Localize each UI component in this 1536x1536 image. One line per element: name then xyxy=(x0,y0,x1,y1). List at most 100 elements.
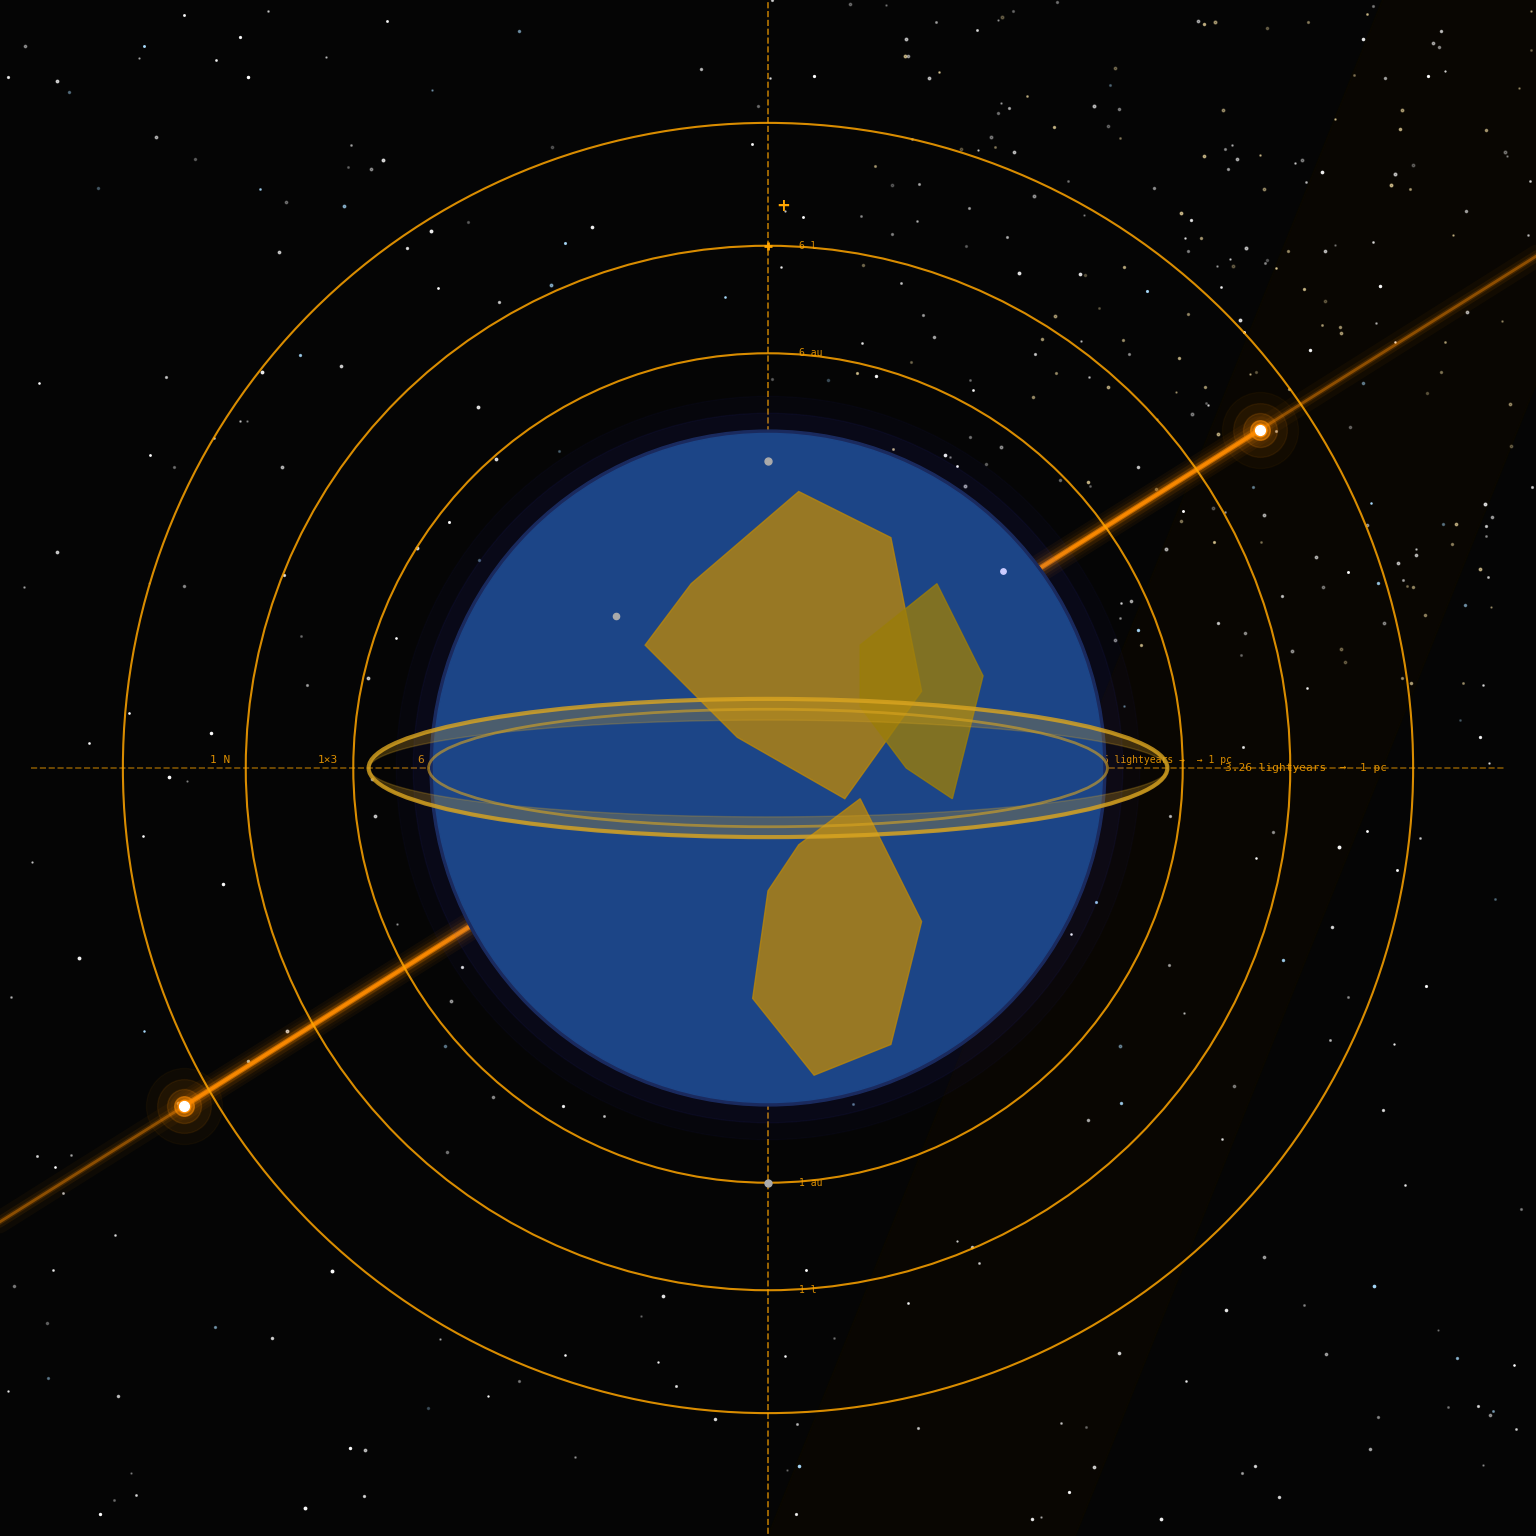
Point xyxy=(1218,247,1243,272)
Point xyxy=(1069,329,1094,353)
Point xyxy=(585,928,610,952)
Point xyxy=(1495,143,1519,167)
Point xyxy=(1029,1505,1054,1530)
Point xyxy=(925,9,949,34)
Point xyxy=(645,1349,670,1373)
Point xyxy=(1229,644,1253,668)
Point xyxy=(536,685,561,710)
Point xyxy=(794,1258,819,1283)
Point xyxy=(1481,504,1505,528)
Point xyxy=(1107,97,1132,121)
Polygon shape xyxy=(860,584,983,799)
Point xyxy=(1361,0,1385,18)
Point xyxy=(1385,551,1410,576)
Point xyxy=(1058,922,1083,946)
Point xyxy=(919,472,943,496)
Point xyxy=(960,1235,985,1260)
Point xyxy=(1213,499,1238,524)
Point xyxy=(1107,126,1132,151)
Point xyxy=(958,527,983,551)
Point xyxy=(1192,143,1217,167)
Point xyxy=(1504,1418,1528,1442)
Point xyxy=(1478,1404,1502,1428)
Point xyxy=(356,667,381,691)
Point xyxy=(1001,0,1026,23)
Point xyxy=(849,203,874,227)
Point xyxy=(1473,492,1498,516)
Point xyxy=(106,1384,131,1409)
Point xyxy=(582,673,607,697)
Point xyxy=(1362,1273,1387,1298)
Point xyxy=(591,1104,616,1129)
Point xyxy=(1413,604,1438,628)
Point xyxy=(1359,490,1384,515)
Point xyxy=(651,1284,676,1309)
Point xyxy=(1318,1028,1342,1052)
Point xyxy=(204,48,229,72)
Point xyxy=(1473,513,1498,538)
Point xyxy=(1244,359,1269,384)
Point xyxy=(1322,232,1347,257)
Point xyxy=(777,584,802,608)
Point xyxy=(57,80,81,104)
Point xyxy=(237,1048,261,1072)
Point xyxy=(0,1379,22,1404)
Point xyxy=(857,481,882,505)
Point xyxy=(1011,636,1035,660)
Point xyxy=(1233,237,1258,261)
Point xyxy=(739,132,763,157)
Point xyxy=(713,284,737,309)
Point xyxy=(989,91,1014,115)
Point xyxy=(928,680,952,705)
Point xyxy=(1074,1415,1098,1439)
Point xyxy=(172,1094,197,1118)
Point xyxy=(275,189,300,214)
Point xyxy=(1293,169,1318,194)
Point xyxy=(1498,433,1522,458)
Point xyxy=(1399,671,1424,696)
Point xyxy=(487,946,511,971)
Point xyxy=(1230,734,1255,759)
Point xyxy=(137,571,161,596)
Point xyxy=(524,982,548,1006)
Point xyxy=(849,332,874,356)
Point xyxy=(892,630,917,654)
Point xyxy=(1232,319,1256,344)
Point xyxy=(1255,15,1279,40)
Point xyxy=(604,604,628,628)
Point xyxy=(1390,98,1415,123)
Point xyxy=(579,215,604,240)
Point xyxy=(556,492,581,516)
Point xyxy=(1319,914,1344,938)
Point xyxy=(429,1327,453,1352)
Point xyxy=(617,926,642,951)
Point xyxy=(1001,140,1026,164)
Point xyxy=(811,628,836,653)
Point xyxy=(991,558,1015,582)
Point xyxy=(487,290,511,315)
Point xyxy=(1144,476,1169,501)
Point xyxy=(1213,1298,1238,1322)
Point xyxy=(43,1155,68,1180)
Point xyxy=(1313,238,1338,263)
Point xyxy=(748,797,773,822)
Point xyxy=(879,221,903,246)
Point xyxy=(1157,952,1181,977)
Point xyxy=(436,510,461,535)
Point xyxy=(1372,611,1396,636)
Point xyxy=(295,673,319,697)
Point xyxy=(287,343,312,367)
Point xyxy=(644,679,668,703)
Point xyxy=(1445,1346,1470,1370)
Point xyxy=(1427,35,1452,60)
Point xyxy=(958,425,983,450)
Point xyxy=(1401,152,1425,177)
Point xyxy=(45,69,69,94)
Point xyxy=(1247,418,1272,442)
Point xyxy=(1083,889,1107,914)
Point xyxy=(1249,530,1273,554)
Point xyxy=(1266,1485,1290,1510)
Point xyxy=(905,209,929,233)
Point xyxy=(553,230,578,255)
Point xyxy=(1326,836,1350,860)
